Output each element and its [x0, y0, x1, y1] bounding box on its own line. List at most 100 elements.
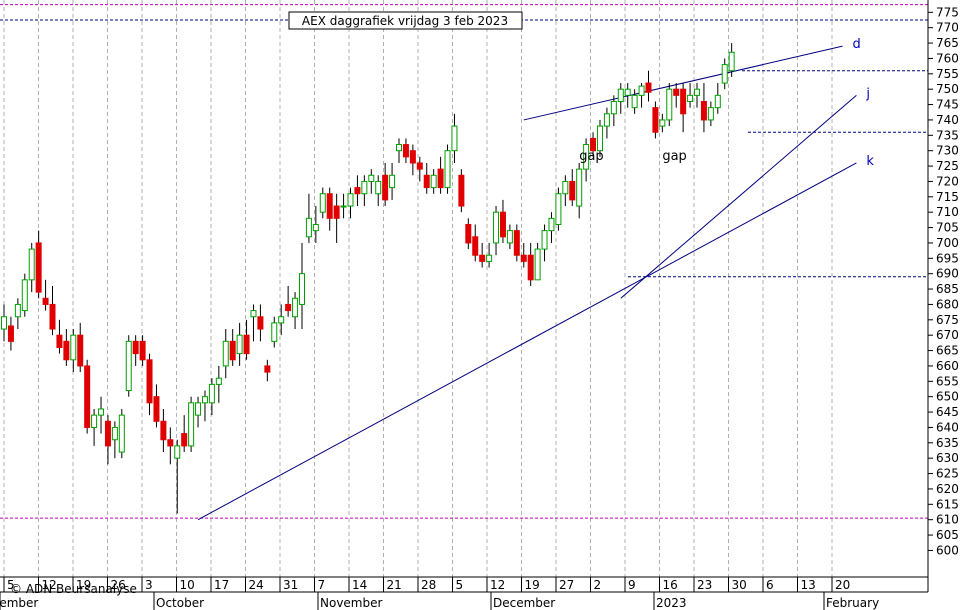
y-tick-label: 745 [936, 98, 959, 112]
candle-body [645, 82, 652, 93]
x-tick-label: 23 [697, 578, 712, 592]
candle-body [243, 334, 250, 355]
candle-body [361, 180, 368, 195]
candle-body [707, 107, 714, 121]
x-tick-label: 6 [766, 578, 774, 592]
candle-body [132, 340, 139, 355]
candle-body [389, 174, 396, 189]
candle-body [118, 414, 125, 453]
candle-body [146, 359, 153, 404]
x-tick-label: 5 [7, 578, 15, 592]
x-axis: 5 12 19 26 3 10 17 24 31 7 14 21 28 5 12 19 27 2 9 16 23 30 6 1… [0, 576, 928, 610]
candle-body [56, 334, 63, 348]
candle-body [694, 88, 700, 96]
candle-body [513, 230, 520, 256]
candle-body [250, 310, 257, 318]
y-tick-label: 645 [936, 405, 959, 419]
candle-body [195, 402, 202, 416]
candle-body [35, 242, 42, 293]
candle-body [451, 125, 458, 152]
candle-body [700, 100, 707, 121]
x-tick-label: 21 [387, 578, 402, 592]
y-axis: 6006056106156206256306356406456506556606… [927, 0, 959, 592]
candle-body [264, 365, 271, 373]
candle-body [42, 297, 49, 305]
x-tick-label: 2 [594, 578, 602, 592]
trendline-k [197, 162, 857, 521]
candle-body [458, 174, 465, 207]
candle-body [7, 325, 14, 342]
x-tick-label: 30 [732, 578, 747, 592]
candle-body [104, 420, 111, 447]
trendline-label-j: j [865, 86, 870, 101]
candle-body [576, 168, 583, 207]
month-label: December [493, 596, 555, 610]
y-tick-label: 630 [936, 451, 959, 465]
candle-body [201, 396, 208, 404]
candle-body [479, 254, 486, 262]
candle-body [659, 119, 666, 127]
y-tick-label: 605 [936, 528, 959, 542]
candle-body [527, 254, 534, 281]
candle-body [569, 180, 576, 201]
y-tick-label: 675 [936, 313, 959, 327]
candle-body [340, 205, 347, 208]
x-tick-label: 13 [801, 578, 816, 592]
x-tick-label: 12 [490, 578, 505, 592]
candle-body [28, 248, 35, 281]
y-tick-label: 735 [936, 128, 959, 142]
candle-body [382, 174, 389, 201]
candle-body [416, 162, 423, 170]
chart-title: AEX daggrafiek vrijdag 3 feb 2023 [302, 14, 508, 28]
candle-body [21, 279, 28, 312]
y-tick-label: 775 [936, 5, 959, 19]
x-tick-label: 19 [76, 578, 91, 592]
candle-body [285, 303, 292, 312]
candle-body [520, 254, 527, 262]
candle-body [354, 187, 361, 195]
candle-body [63, 340, 70, 361]
candle-body [499, 211, 506, 238]
candle-body [257, 316, 264, 330]
candle-body [437, 168, 444, 189]
candle-body [465, 223, 472, 244]
trendline-label-k: k [866, 154, 874, 169]
x-tick-label: 28 [421, 578, 436, 592]
candle-body [298, 273, 305, 305]
candle-body [714, 94, 721, 109]
candle-body [402, 144, 409, 158]
month-label: November [320, 596, 382, 610]
candle-body [430, 174, 437, 189]
candle-body [333, 205, 340, 219]
title-box [288, 11, 523, 30]
candle-body [368, 174, 375, 182]
candle-body [652, 107, 659, 133]
candle-body [229, 340, 236, 361]
y-tick-label: 690 [936, 267, 959, 281]
x-tick-label: 20 [835, 578, 850, 592]
candle-body [631, 94, 638, 109]
candle-body [153, 396, 160, 422]
candle-body [603, 113, 610, 127]
y-tick-label: 705 [936, 221, 959, 235]
grid [3, 0, 833, 577]
candle-body [160, 420, 167, 441]
candle-body [208, 383, 215, 404]
month-label: 2023 [656, 596, 687, 610]
y-tick-label: 730 [936, 144, 959, 158]
candle-body [188, 402, 195, 447]
x-tick-label: 10 [180, 578, 195, 592]
y-tick-label: 640 [936, 420, 959, 434]
y-tick-label: 615 [936, 497, 959, 511]
candle-body [624, 88, 631, 96]
candle-body [444, 150, 451, 189]
annotations: gap gap [579, 149, 687, 164]
candle-body [486, 254, 493, 262]
y-tick-label: 635 [936, 436, 959, 450]
candle-body [583, 144, 590, 170]
candle-body [77, 334, 84, 367]
candle-body [610, 100, 617, 115]
candle-body [181, 433, 188, 447]
candle-body [312, 223, 319, 232]
candle-body [638, 85, 645, 96]
